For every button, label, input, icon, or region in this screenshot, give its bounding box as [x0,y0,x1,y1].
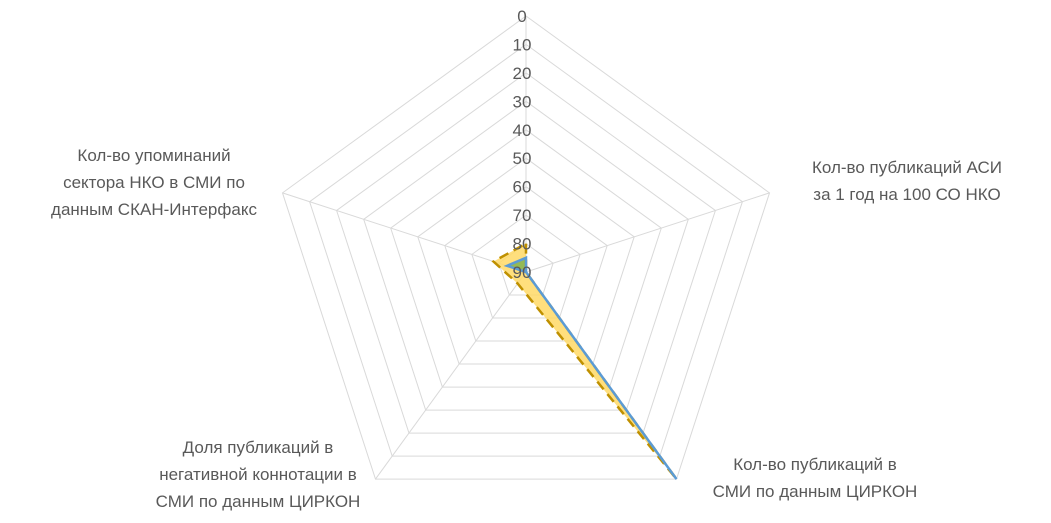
tick-label: 80 [513,235,532,254]
series-area [503,255,678,480]
axis-label-line: Кол-во упоминаний [77,146,230,165]
axis-label-line: сектора НКО в СМИ по [63,173,245,192]
tick-label: 60 [513,178,532,197]
tick-label: 20 [513,64,532,83]
tick-label: 50 [513,149,532,168]
axis-label-line: Доля публикаций в [183,438,334,457]
tick-label: 30 [513,92,532,111]
axis-label-line: данным СКАН-Интерфакс [51,200,257,219]
grid-ring [363,100,689,411]
grid-ring [471,214,581,319]
axis-label-line: СМИ по данным ЦИРКОН [713,482,918,501]
tick-label: 70 [513,206,532,225]
tick-label: 10 [513,35,532,54]
grid-ring [390,129,662,388]
grid-ring [336,72,716,434]
radar-spoke [375,271,527,480]
tick-label: 90 [513,263,532,282]
radar-series [491,241,678,480]
radar-spoke [525,192,770,273]
axis-label-line: Кол-во публикаций АСИ [812,158,1002,177]
grid-ring [417,157,635,365]
axis-label-line: СМИ по данным ЦИРКОН [156,492,361,511]
axis-label: Кол-во публикаций в СМИ по данным ЦИРКОН [713,455,918,501]
axis-label: Кол-во упоминаний сектора НКО в СМИ по дан… [51,146,257,219]
axis-label-line: Кол-во публикаций в [733,455,897,474]
radar-axis-labels: Кол-во публикаций АСИ за 1 год на 100 СО … [51,146,1002,511]
axis-label: Доля публикаций в негативной коннотации в… [156,438,361,511]
radar-spoke [282,192,527,273]
tick-label: 0 [517,7,526,26]
grid-ring [309,43,743,457]
grid-ring [281,15,771,480]
axis-label-line: негативной коннотации в [159,465,357,484]
axis-label: Кол-во публикаций АСИ за 1 год на 100 СО … [812,158,1002,204]
grid-ring [444,186,608,342]
radar-tick-labels: 0 10 20 30 40 50 60 70 80 90 [513,7,532,282]
tick-label: 40 [513,121,532,140]
axis-label-line: за 1 год на 100 СО НКО [813,185,1000,204]
radar-grid [281,15,771,480]
